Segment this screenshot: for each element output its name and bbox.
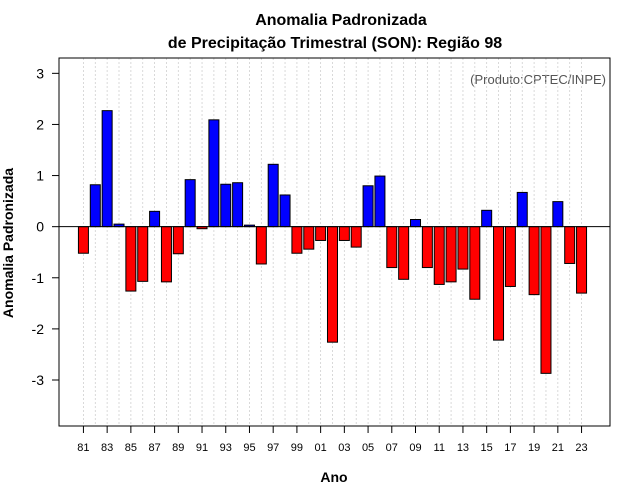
bar-12: [445, 226, 457, 283]
y-tick-label: -1: [32, 270, 45, 286]
x-tick-label: 99: [291, 442, 303, 454]
bar-83: [101, 110, 113, 228]
bar-14: [469, 226, 481, 300]
chart-subtitle: de Precipitação Trimestral (SON): Região…: [168, 35, 502, 52]
bar-21: [552, 201, 564, 228]
x-tick-label: 19: [528, 442, 540, 454]
y-tick-label: 0: [36, 219, 44, 235]
x-tick-label: 89: [172, 442, 184, 454]
chart-title: Anomalia Padronizada: [255, 12, 427, 29]
bar-22: [564, 226, 576, 264]
bar-92: [208, 119, 220, 228]
bar-10: [421, 226, 433, 269]
y-axis-label: Anomalia Padronizada: [0, 168, 16, 318]
x-tick-label: 09: [409, 442, 421, 454]
bar-01: [315, 226, 327, 241]
y-tick-label: -2: [32, 321, 45, 337]
y-tick-label: -3: [32, 372, 45, 388]
bar-85: [125, 226, 137, 292]
bar-11: [433, 226, 445, 285]
bar-15: [481, 209, 493, 228]
bar-18: [516, 191, 528, 228]
bar-88: [160, 226, 172, 283]
bar-81: [77, 226, 89, 254]
bar-93: [220, 183, 232, 228]
x-tick-label: 97: [267, 442, 279, 454]
y-tick-label: 3: [36, 65, 44, 81]
x-tick-label: 11: [434, 442, 445, 454]
bar-23: [576, 226, 588, 294]
x-tick-label: 17: [504, 442, 516, 454]
bars: [77, 110, 588, 374]
bar-90: [184, 179, 196, 228]
x-tick-label: 85: [125, 442, 137, 454]
bar-98: [279, 194, 291, 228]
bar-82: [89, 184, 101, 228]
x-tick-label: 95: [243, 442, 255, 454]
x-tick-label: 05: [362, 442, 374, 454]
x-tick-label: 93: [220, 442, 232, 454]
bar-19: [528, 226, 540, 296]
bar-08: [398, 226, 410, 280]
x-tick-label: 03: [338, 442, 350, 454]
x-tick-label: 13: [457, 442, 469, 454]
x-tick-label: 81: [77, 442, 89, 454]
x-tick-label: 91: [196, 442, 208, 454]
plot-frame: [58, 57, 611, 427]
bar-04: [350, 226, 362, 248]
bar-20: [540, 226, 552, 374]
bar-17: [504, 226, 516, 287]
bar-06: [374, 175, 386, 228]
x-tick-label: 21: [552, 442, 564, 454]
bar-05: [362, 185, 374, 228]
bar-02: [326, 226, 338, 343]
x-tick-label: 07: [386, 442, 398, 454]
bar-09: [410, 219, 422, 228]
bar-00: [303, 226, 315, 250]
x-tick-label: 23: [575, 442, 587, 454]
bar-96: [255, 226, 267, 265]
x-tick-label: 15: [481, 442, 493, 454]
x-axis-label: Ano: [320, 469, 347, 485]
x-tick-label: 01: [315, 442, 327, 454]
bar-87: [149, 210, 161, 228]
bar-97: [267, 163, 279, 228]
bar-89: [172, 226, 184, 255]
bar-03: [338, 226, 350, 241]
bar-94: [232, 182, 244, 228]
y-tick-label: 1: [36, 168, 44, 184]
bar-86: [137, 226, 149, 282]
product-credit: (Produto:CPTEC/INPE): [470, 72, 606, 87]
bar-99: [291, 226, 303, 254]
bar-07: [386, 226, 398, 269]
bar-13: [457, 226, 469, 270]
bar-16: [493, 226, 505, 341]
y-tick-label: 2: [36, 116, 44, 132]
x-tick-label: 87: [148, 442, 160, 454]
x-tick-label: 83: [101, 442, 113, 454]
